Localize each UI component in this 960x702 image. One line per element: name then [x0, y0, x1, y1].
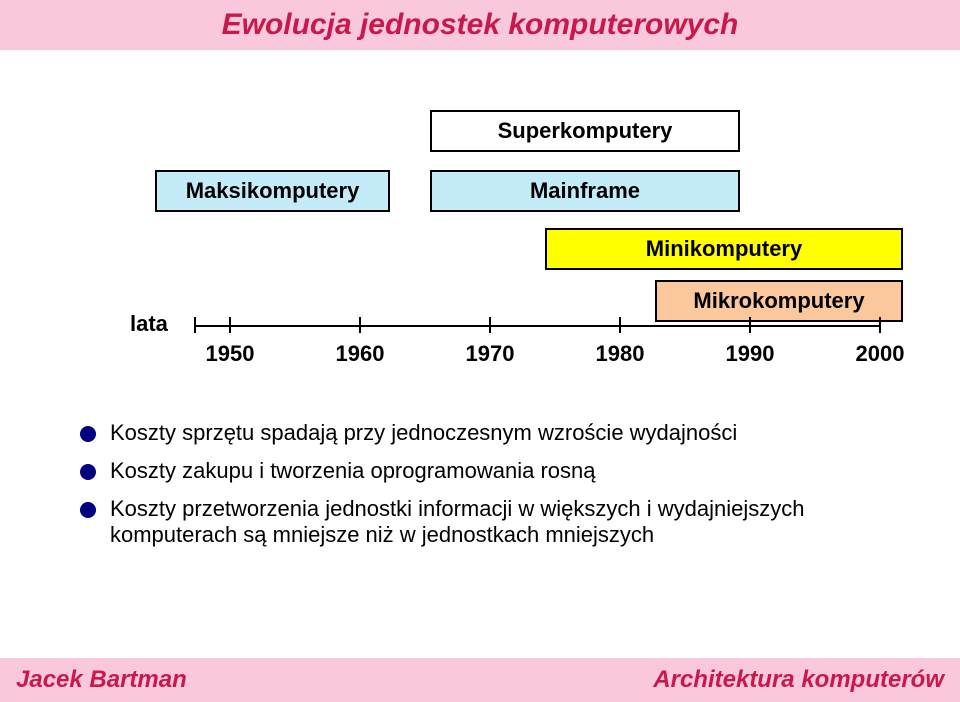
- timeline-diagram: Superkomputery Maksikomputery Mainframe Min…: [60, 80, 900, 400]
- bullet-list: Koszty sprzętu spadają przy jednoczesnym…: [60, 420, 900, 548]
- bullet-item: Koszty sprzętu spadają przy jednoczesnym…: [80, 420, 900, 446]
- year-label: 1990: [726, 341, 775, 367]
- year-tick: [619, 317, 621, 333]
- year-label: 1980: [596, 341, 645, 367]
- year-tick: [229, 317, 231, 333]
- footer-bar: Jacek Bartman Architektura komputerów: [0, 658, 960, 702]
- year-label: 1950: [206, 341, 255, 367]
- category-box: Superkomputery: [430, 110, 740, 152]
- page-title: Ewolucja jednostek komputerowych: [222, 8, 739, 42]
- year-label: 1970: [466, 341, 515, 367]
- bullet-dot-icon: [80, 502, 96, 518]
- bullet-text: Koszty sprzętu spadają przy jednoczesnym…: [110, 420, 737, 446]
- bullet-item: Koszty zakupu i tworzenia oprogramowania…: [80, 458, 900, 484]
- bullet-text: Koszty przetworzenia jednostki informacj…: [110, 496, 900, 548]
- category-box: Maksikomputery: [155, 170, 390, 212]
- bullet-dot-icon: [80, 464, 96, 480]
- bullet-item: Koszty przetworzenia jednostki informacj…: [80, 496, 900, 548]
- content-area: Superkomputery Maksikomputery Mainframe Min…: [0, 80, 960, 640]
- axis-end-tick: [194, 317, 196, 333]
- bullet-dot-icon: [80, 426, 96, 442]
- category-box: Mainframe: [430, 170, 740, 212]
- year-tick: [489, 317, 491, 333]
- year-label: 1960: [336, 341, 385, 367]
- year-tick: [879, 317, 881, 333]
- category-box: Mikrokomputery: [655, 280, 903, 322]
- year-tick: [359, 317, 361, 333]
- category-box: Minikomputery: [545, 228, 903, 270]
- header-bar: Ewolucja jednostek komputerowych: [0, 0, 960, 50]
- year-label: 2000: [856, 341, 905, 367]
- footer-right: Architektura komputerów: [653, 666, 944, 694]
- timeline-axis: [195, 325, 880, 327]
- footer-left: Jacek Bartman: [16, 666, 187, 694]
- year-tick: [749, 317, 751, 333]
- axis-label-lata: lata: [130, 311, 168, 337]
- bullet-text: Koszty zakupu i tworzenia oprogramowania…: [110, 458, 595, 484]
